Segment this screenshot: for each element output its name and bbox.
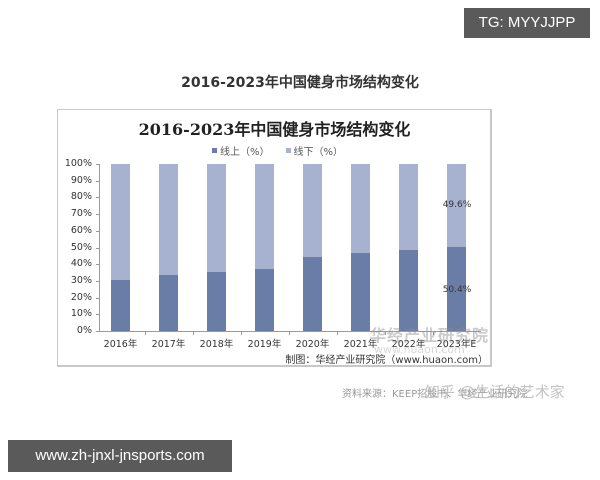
y-tick-label: 0% xyxy=(76,325,92,336)
y-tick xyxy=(96,314,100,316)
bar-online xyxy=(207,272,226,331)
x-tick-label: 2022年 xyxy=(391,339,426,350)
y-axis xyxy=(99,164,100,332)
x-tick-label: 2018年 xyxy=(199,339,234,350)
bar-online xyxy=(159,275,178,331)
y-tick-label: 70% xyxy=(70,208,92,220)
bar-online xyxy=(351,253,370,331)
url-banner: www.zh-jnxl-jnsports.com xyxy=(8,440,232,472)
huaon-watermark: 华经产业研究院 xyxy=(370,326,490,345)
x-tick-label: 2016年 xyxy=(103,339,138,350)
y-tick-label: 10% xyxy=(70,308,92,320)
bar-offline xyxy=(399,164,418,251)
y-tick xyxy=(96,180,100,182)
bar-offline xyxy=(447,164,466,247)
chart-legend: 线上（%） 线下（%） xyxy=(212,143,344,158)
x-tick-label: 2020年 xyxy=(295,339,330,350)
bar-online xyxy=(303,256,322,331)
chart-credit: 制图：华经产业研究院（www.huaon.com） xyxy=(285,355,488,366)
x-tick xyxy=(384,331,386,335)
bar-offline xyxy=(159,164,178,276)
x-tick-label: 2021年 xyxy=(343,339,378,350)
y-tick-label: 60% xyxy=(70,224,92,236)
y-tick xyxy=(96,197,100,199)
y-tick xyxy=(96,164,100,165)
x-tick-label: 2023年E xyxy=(436,339,477,350)
tg-badge: TG: MYYJJPP xyxy=(464,8,590,38)
x-tick xyxy=(336,331,338,335)
bar-online xyxy=(399,250,418,331)
x-tick xyxy=(144,331,146,335)
legend-swatch-online-icon xyxy=(212,147,217,153)
y-tick-label: 90% xyxy=(70,174,92,186)
bar-offline xyxy=(207,164,226,273)
bar-offline xyxy=(303,164,322,257)
x-tick-label: 2019年 xyxy=(247,339,282,350)
bar-offline xyxy=(255,164,274,269)
y-tick xyxy=(96,280,100,282)
x-tick xyxy=(240,331,242,335)
y-tick-label: 30% xyxy=(70,274,92,286)
legend-label-online: 线上（%） xyxy=(220,146,270,158)
bar-offline xyxy=(351,164,370,254)
y-tick-label: 50% xyxy=(70,241,92,253)
y-tick-label: 20% xyxy=(70,291,92,303)
legend-label-offline: 线下（%） xyxy=(293,146,344,158)
y-tick xyxy=(96,214,100,216)
huaon-watermark-url: www.huaon.com xyxy=(374,343,465,356)
zhihu-watermark: 知乎 @生活的艺术家 xyxy=(425,383,565,401)
chart-title: 2016-2023年中国健身市场结构变化 xyxy=(138,120,411,139)
x-tick xyxy=(192,331,194,335)
source-line: 资料来源：KEEP招股书、华经产业研究院 xyxy=(342,389,528,400)
bar-online xyxy=(111,280,130,331)
bar-online xyxy=(255,268,274,331)
legend-item-online: 线上（%） xyxy=(212,143,270,158)
y-tick xyxy=(96,230,100,232)
x-axis xyxy=(96,331,481,332)
y-tick-label: 100% xyxy=(64,158,92,169)
page-title: 2016-2023年中国健身市场结构变化 xyxy=(181,75,419,91)
legend-swatch-offline-icon xyxy=(285,147,291,153)
y-tick xyxy=(96,297,100,299)
y-tick xyxy=(96,264,100,266)
y-tick xyxy=(96,247,100,249)
bar-online xyxy=(447,246,466,331)
y-tick-label: 40% xyxy=(70,258,92,270)
label-2023-offline: 49.6% xyxy=(442,200,472,210)
x-tick-label: 2017年 xyxy=(151,339,186,350)
x-tick xyxy=(432,331,434,335)
y-tick-label: 80% xyxy=(70,191,92,203)
label-2023-online: 50.4% xyxy=(442,285,472,295)
bar-offline xyxy=(111,164,130,281)
x-tick xyxy=(288,331,290,335)
legend-item-offline: 线下（%） xyxy=(285,143,344,158)
